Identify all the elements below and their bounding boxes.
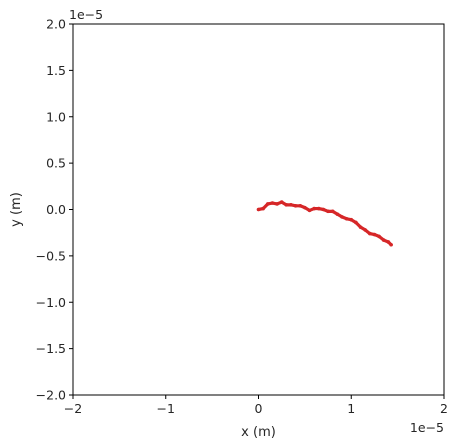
x-tick-label: 0 — [255, 401, 263, 416]
data-layer — [256, 200, 393, 247]
data-point — [368, 231, 372, 236]
x-offset-label: 1e−5 — [410, 420, 444, 435]
data-point — [256, 207, 261, 212]
y-tick-label: 0.0 — [46, 202, 66, 217]
data-point — [312, 206, 316, 211]
data-point — [349, 217, 354, 222]
data-point — [358, 225, 363, 229]
data-point — [363, 228, 367, 232]
data-point — [344, 216, 349, 221]
y-offset-label: 1e−5 — [69, 7, 103, 22]
y-tick-label: 1.5 — [46, 63, 66, 78]
data-point — [386, 240, 391, 244]
data-point — [275, 202, 279, 206]
data-point — [372, 232, 377, 237]
data-point — [340, 215, 344, 219]
data-point — [381, 238, 386, 242]
data-point — [316, 206, 321, 211]
data-point — [307, 208, 312, 213]
data-point — [279, 200, 284, 204]
y-tick-label: 0.5 — [46, 156, 66, 171]
data-point — [389, 242, 393, 247]
y-tick-label: 2.0 — [46, 17, 66, 32]
data-point — [303, 205, 307, 210]
data-point — [298, 203, 303, 208]
data-point — [293, 203, 298, 208]
data-point — [326, 209, 330, 214]
data-point — [270, 201, 275, 205]
x-tick-label: 1 — [347, 401, 355, 416]
y-axis-label: y (m) — [9, 192, 24, 227]
data-point — [284, 203, 289, 207]
data-point — [377, 234, 381, 239]
data-point — [321, 207, 326, 212]
data-point — [289, 203, 293, 207]
data-point — [335, 212, 340, 216]
y-tick-label: 1.0 — [46, 109, 66, 124]
data-point — [330, 209, 335, 214]
data-point — [265, 202, 270, 206]
x-axis-label: x (m) — [241, 425, 276, 440]
y-tick-label: −2.0 — [36, 388, 66, 403]
x-tick-label: −1 — [157, 401, 175, 416]
x-tick-label: −2 — [64, 401, 82, 416]
y-tick-label: −1.5 — [36, 341, 66, 356]
y-tick-label: −1.0 — [36, 295, 66, 310]
axes-layer: −2 −1 0 1 2 2.0 1.5 1.0 0.5 0.0 −0.5 −1.0 −1.5 −2.0 — [36, 17, 448, 417]
y-tick-label: −0.5 — [36, 248, 66, 263]
data-point — [354, 220, 358, 225]
x-tick-label: 2 — [440, 401, 448, 416]
data-point — [261, 206, 265, 211]
